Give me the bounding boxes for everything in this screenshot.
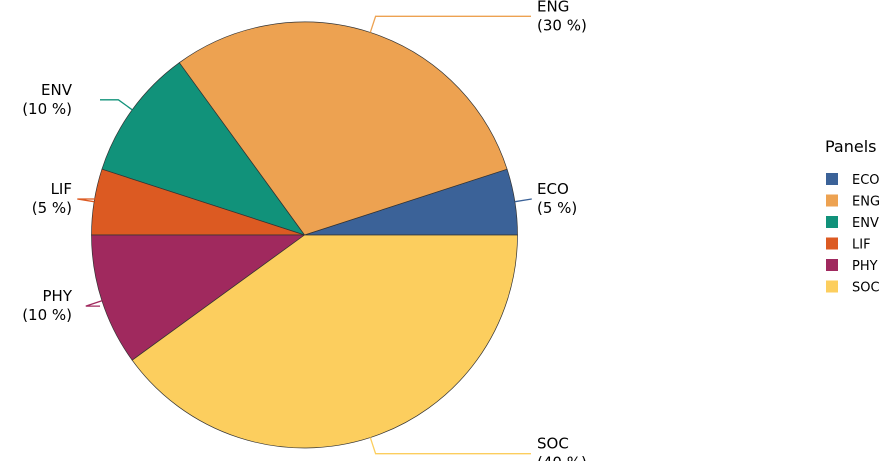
legend-swatch-soc [826,280,838,293]
legend: Panels ECO ENG ENV LIF PHY SOC [825,137,880,296]
leader-line-eng [369,15,531,33]
slice-percent-eco: (5 %) [537,199,577,217]
label-leader-lines [77,15,532,455]
leader-line-eco [514,198,532,203]
legend-title: Panels [825,137,877,156]
legend-swatch-eco [826,173,838,185]
pie-slice-eng [178,21,508,236]
legend-swatch-phy [826,259,838,271]
slice-label-eng: ENG [537,0,569,15]
slice-label-soc: SOC [537,435,569,453]
legend-swatch-env [826,216,838,228]
legend-swatch-eng [826,194,838,207]
slice-percent-lif: (5 %) [32,199,72,217]
slice-percent-phy: (10 %) [22,306,72,324]
pie-slices [91,21,518,449]
slice-percent-env: (10 %) [22,100,72,118]
leader-line-lif [77,198,100,203]
slice-label-env: ENV [41,81,73,99]
leader-line-env [100,99,133,111]
pie-slice-soc [131,234,518,449]
slice-percent-soc: (40 %) [537,454,587,461]
legend-label-eng: ENG [852,195,880,210]
legend-swatch-lif [826,237,838,250]
legend-label-env: ENV [852,216,879,231]
slice-percent-eng: (30 %) [537,16,587,34]
legend-label-eco: ECO [852,173,880,188]
pie-slice-phy [91,234,306,361]
legend-label-phy: PHY [852,259,878,274]
slice-label-eco: ECO [537,180,569,198]
legend-label-soc: SOC [852,281,880,296]
legend-items: ECO ENG ENV LIF PHY SOC [826,173,880,296]
slice-label-phy: PHY [43,287,73,305]
leader-line-phy [85,300,103,307]
leader-line-soc [369,437,531,455]
slice-label-lif: LIF [51,180,72,198]
slice-labels: ECO(5 %)ENG(30 %)ENV(10 %)LIF(5 %)PHY(10… [22,0,587,461]
legend-label-lif: LIF [852,238,871,253]
